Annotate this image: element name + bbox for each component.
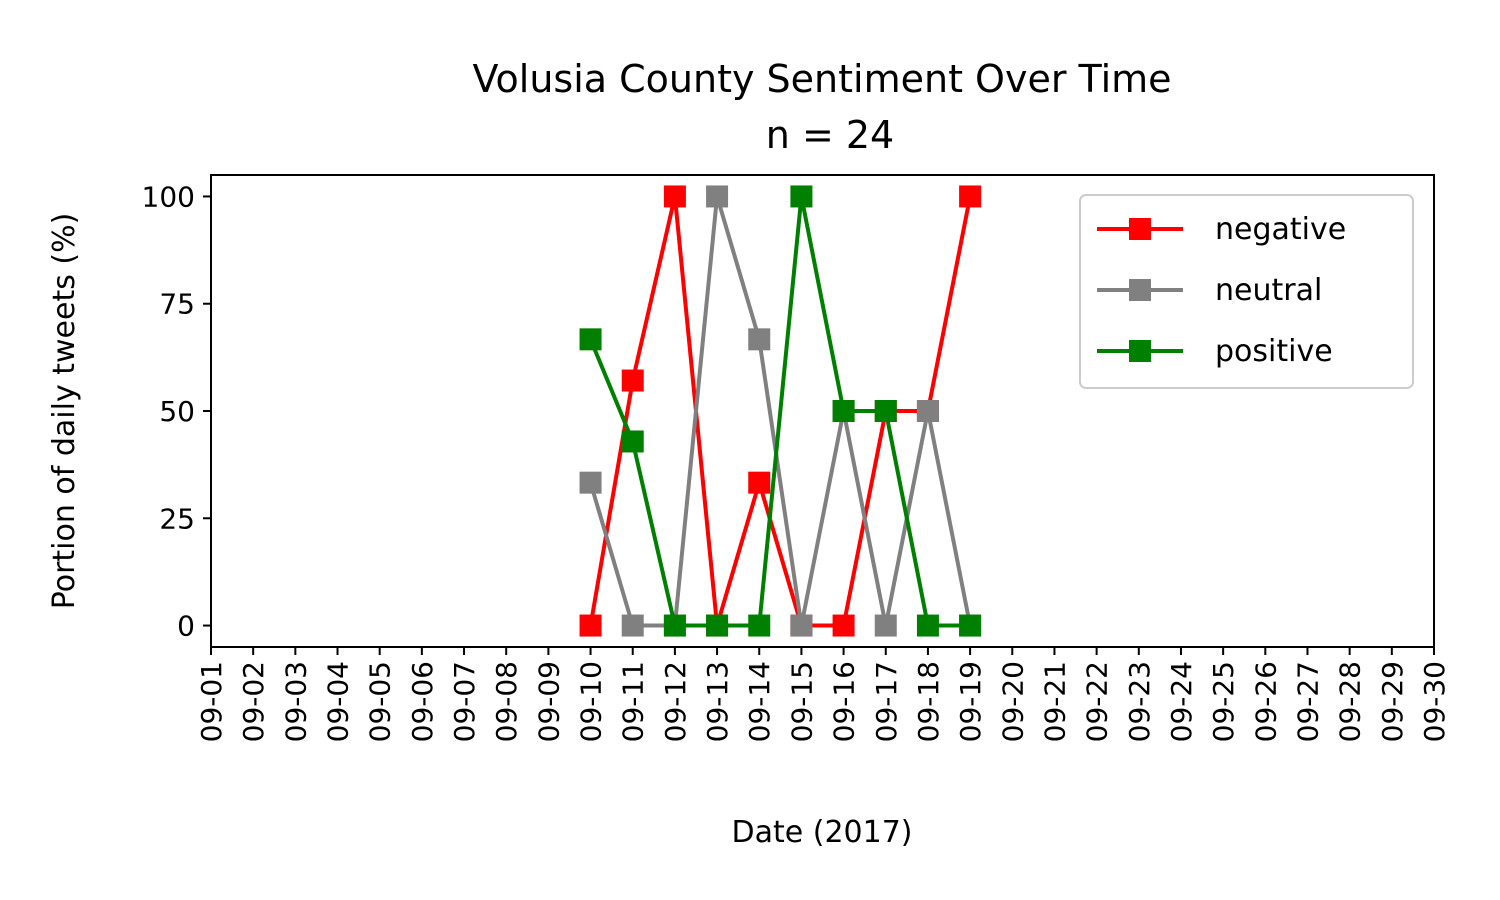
point	[621, 430, 644, 453]
x-tick-label: 09-19	[954, 661, 987, 742]
point	[706, 185, 729, 208]
point	[663, 185, 686, 208]
y-tick-label: 0	[177, 610, 195, 643]
legend-marker	[1129, 218, 1151, 240]
x-tick-label: 09-16	[828, 661, 861, 742]
x-tick-label: 09-06	[406, 661, 439, 742]
point	[790, 185, 813, 208]
point	[874, 400, 897, 422]
x-tick-label: 09-12	[659, 661, 692, 742]
x-tick-label: 09-29	[1376, 661, 1409, 742]
chart-title: Volusia County Sentiment Over Time	[472, 57, 1171, 101]
x-tick-label: 09-17	[870, 661, 903, 742]
x-axis-label: Date (2017)	[732, 815, 913, 850]
point	[579, 328, 602, 351]
x-tick-label: 09-25	[1207, 661, 1240, 742]
x-tick-label: 09-01	[195, 661, 228, 742]
point	[832, 614, 855, 637]
x-tick-label: 09-15	[785, 661, 818, 742]
point	[959, 185, 982, 208]
x-tick-label: 09-14	[743, 661, 776, 742]
x-tick-label: 09-27	[1291, 661, 1324, 742]
legend-label: neutral	[1215, 273, 1322, 308]
point	[916, 400, 939, 422]
legend-marker	[1129, 279, 1151, 301]
point	[579, 614, 602, 637]
plot-frame	[210, 174, 1435, 648]
x-tick-label: 09-26	[1249, 661, 1282, 742]
y-tick-label: 75	[159, 288, 195, 321]
x-tick-label: 09-20	[996, 661, 1029, 742]
x-tick-label: 09-03	[279, 661, 312, 742]
point	[916, 614, 939, 637]
point	[663, 614, 686, 637]
chart-subtitle: n = 24	[766, 113, 894, 157]
x-tick-label: 09-10	[575, 661, 608, 742]
x-tick-label: 09-21	[1038, 661, 1071, 742]
x-tick-label: 09-13	[701, 661, 734, 742]
point	[748, 471, 771, 494]
x-tick-label: 09-07	[448, 661, 481, 742]
point	[621, 369, 644, 392]
x-tick-label: 09-09	[532, 661, 565, 742]
point	[621, 614, 644, 637]
point	[579, 471, 602, 494]
x-tick-label: 09-02	[237, 661, 270, 742]
x-tick-label: 09-23	[1123, 661, 1156, 742]
series-line	[588, 196, 971, 628]
point	[748, 614, 771, 637]
point	[874, 614, 897, 637]
point	[959, 614, 982, 637]
legend-label: negative	[1215, 212, 1346, 247]
x-tick-label: 09-08	[490, 661, 523, 742]
x-tick-label: 09-22	[1081, 661, 1114, 742]
legend-label: positive	[1215, 334, 1333, 369]
y-tick-label: 25	[159, 502, 195, 535]
x-tick-label: 09-11	[617, 661, 650, 742]
x-tick-label: 09-30	[1418, 661, 1451, 742]
x-tick-label: 09-04	[322, 661, 355, 742]
point	[790, 614, 813, 637]
x-tick-label: 09-24	[1165, 661, 1198, 742]
point	[706, 614, 729, 637]
y-tick-label: 100	[142, 180, 195, 213]
legend-box	[1079, 194, 1414, 389]
point	[832, 400, 855, 422]
x-tick-label: 09-05	[364, 661, 397, 742]
y-tick-label: 50	[159, 395, 195, 428]
legend-marker	[1129, 340, 1151, 362]
point	[748, 328, 771, 351]
series-line	[588, 196, 973, 628]
y-axis-label: Portion of daily tweets (%)	[47, 213, 82, 610]
x-tick-label: 09-28	[1334, 661, 1367, 742]
x-tick-label: 09-18	[912, 661, 945, 742]
